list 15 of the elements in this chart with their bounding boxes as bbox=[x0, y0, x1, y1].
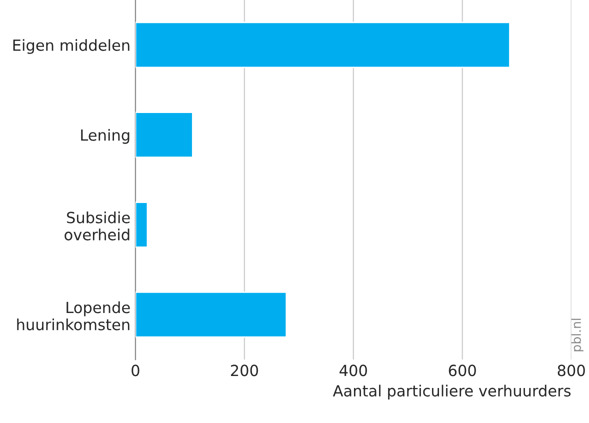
bar bbox=[135, 112, 194, 158]
y-tick-label: Subsidie overheid bbox=[64, 212, 130, 240]
y-tick-label: Lopende huurinkomsten bbox=[17, 301, 130, 330]
x-tick-label: 800 bbox=[558, 364, 585, 376]
x-tick-label: 200 bbox=[230, 364, 258, 376]
x-tick-label: 400 bbox=[340, 364, 367, 376]
bar bbox=[135, 202, 148, 248]
x-tick-label: 600 bbox=[448, 364, 476, 376]
bar bbox=[135, 291, 288, 338]
y-tick-label: Eigen middelen bbox=[13, 39, 130, 54]
annotation: pbl.nl bbox=[571, 318, 584, 352]
bar bbox=[135, 22, 510, 68]
x-tick-label: 0 bbox=[132, 364, 140, 376]
x-axis-title: Aantal particuliere verhuurders bbox=[332, 384, 571, 400]
y-tick-label: Lening bbox=[81, 129, 130, 144]
